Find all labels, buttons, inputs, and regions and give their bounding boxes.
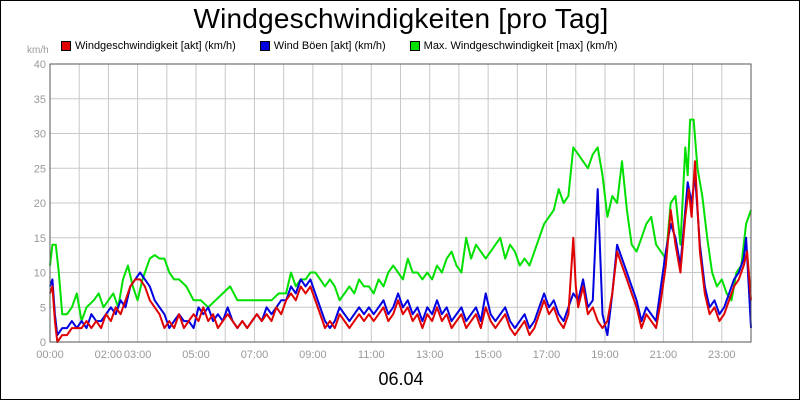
- y-tick-label: 25: [34, 163, 46, 175]
- legend-label: Max. Windgeschwindigkeit [max] (km/h): [423, 40, 618, 52]
- y-tick-label: 20: [34, 198, 46, 210]
- legend-swatch-blue: [259, 41, 270, 51]
- series-line-1: [49, 174, 752, 337]
- y-tick-label: 10: [34, 268, 46, 280]
- x-tick-label: 17:00: [533, 349, 561, 361]
- x-tick-label: 00:00: [36, 349, 64, 361]
- x-axis-date-label: 06.04: [378, 369, 424, 389]
- x-tick-label: 02:00: [95, 349, 123, 361]
- x-tick-label: 07:00: [241, 349, 269, 361]
- x-tick-label: 13:00: [416, 349, 444, 361]
- y-tick-label: 0: [40, 337, 46, 349]
- y-tick-label: 15: [34, 233, 46, 245]
- legend-label: Windgeschwindigkeit [akt] (km/h): [75, 40, 236, 52]
- y-tick-label: 5: [40, 302, 46, 314]
- legend-item-wind-speed: Windgeschwindigkeit [akt] (km/h): [61, 40, 236, 52]
- x-tick-label: 03:00: [124, 349, 152, 361]
- legend-item-gusts: Wind Böen [akt] (km/h): [259, 40, 386, 52]
- series-line-0: [49, 118, 752, 323]
- y-tick-label: 30: [34, 129, 46, 141]
- y-tick-label: 35: [34, 94, 46, 106]
- x-tick-label: 05:00: [182, 349, 210, 361]
- y-axis-unit-label: km/h: [27, 45, 49, 56]
- legend-label: Wind Böen [akt] (km/h): [273, 40, 386, 52]
- series-line-2: [49, 160, 752, 343]
- x-tick-label: 19:00: [591, 349, 619, 361]
- x-tick-label: 23:00: [708, 349, 736, 361]
- x-tick-label: 15:00: [474, 349, 502, 361]
- legend-item-max-wind-speed: Max. Windgeschwindigkeit [max] (km/h): [409, 40, 618, 52]
- x-axis-ticks: 00:00 02:00 03:00 05:00 07:00 09:00 11:00 13:00…: [36, 349, 735, 361]
- y-tick-label: 40: [34, 59, 46, 71]
- chart-title: Windgeschwindigkeiten [pro Tag]: [193, 3, 609, 34]
- legend-swatch-red: [61, 41, 71, 51]
- x-tick-label: 11:00: [358, 349, 385, 361]
- x-tick-label: 09:00: [299, 349, 327, 361]
- series-lines: [49, 118, 752, 343]
- legend-swatch-green: [409, 41, 420, 51]
- y-axis-ticks: 0 5 10 15 20 25 30 35 40: [34, 59, 46, 349]
- plot-border: [49, 63, 752, 343]
- x-tick-label: 21:00: [650, 349, 678, 361]
- legend: Windgeschwindigkeit [akt] (km/h) Wind Bö…: [61, 39, 641, 53]
